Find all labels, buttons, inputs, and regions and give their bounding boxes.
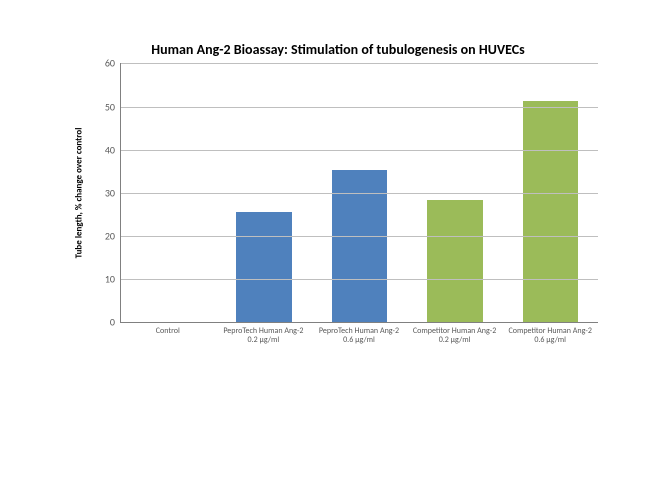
gridline [121, 107, 598, 108]
chart-container: Human Ang-2 Bioassay: Stimulation of tub… [78, 42, 598, 382]
y-tick-label: 50 [105, 100, 115, 113]
plot-area: Tube length, % change over control 01020… [120, 63, 598, 323]
y-axis-title: Tube length, % change over control [74, 127, 85, 258]
y-tick-label: 30 [105, 186, 115, 199]
x-axis-labels: ControlPeproTech Human Ang-2 0.2 µg/mlPe… [120, 323, 598, 345]
x-tick-label: PeproTech Human Ang-2 0.6 µg/ml [311, 323, 407, 345]
gridline [121, 193, 598, 194]
gridline [121, 279, 598, 280]
chart-title: Human Ang-2 Bioassay: Stimulation of tub… [78, 42, 598, 57]
y-tick-label: 10 [105, 273, 115, 286]
gridline [121, 236, 598, 237]
bar [236, 212, 291, 323]
y-tick-label: 60 [105, 57, 115, 70]
y-tick-label: 20 [105, 230, 115, 243]
y-tick-label: 0 [110, 316, 115, 329]
bar [427, 200, 482, 322]
bar [523, 101, 578, 322]
y-tick-label: 40 [105, 143, 115, 156]
x-tick-label: Control [120, 323, 216, 345]
x-tick-label: Competitor Human Ang-2 0.6 µg/ml [502, 323, 598, 345]
x-tick-label: PeproTech Human Ang-2 0.2 µg/ml [216, 323, 312, 345]
gridline [121, 63, 598, 64]
gridline [121, 150, 598, 151]
x-tick-label: Competitor Human Ang-2 0.2 µg/ml [407, 323, 503, 345]
